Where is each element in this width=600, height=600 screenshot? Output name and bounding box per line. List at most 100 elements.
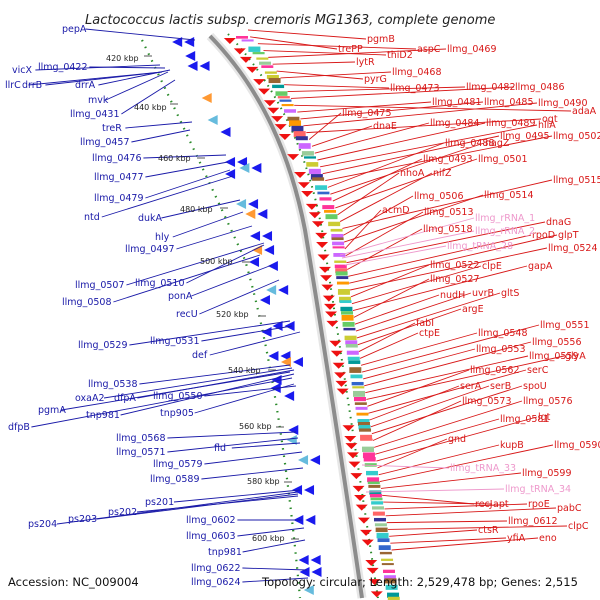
position-tick-label: 560 kbp (239, 422, 272, 431)
cog-category-block (341, 314, 354, 321)
reverse-gene-arrow (233, 48, 246, 55)
reverse-leader-line (303, 102, 538, 127)
forward-gene-arrow (249, 257, 260, 267)
forward-gene-arrow (310, 455, 321, 465)
reverse-leader-line (368, 369, 527, 414)
forward-gene-label: mvk (88, 95, 109, 106)
forward-leader-line (96, 493, 299, 520)
reverse-gene-arrow (352, 485, 365, 492)
cog-category-block (371, 501, 384, 505)
reverse-gene-label: llmg_0548 (478, 328, 528, 339)
forward-gene-arrow (245, 209, 256, 219)
reverse-gene-label: llmg_0556 (532, 337, 582, 348)
forward-gene-label: llmg_0571 (116, 447, 166, 458)
forward-gene-arrow (272, 321, 283, 331)
forward-gene-arrow (310, 555, 321, 565)
reverse-gene-arrow (311, 221, 324, 228)
cog-category-block (308, 168, 321, 174)
cog-category-block (384, 578, 397, 584)
reverse-leader-line (257, 43, 417, 50)
cog-category-block (363, 457, 376, 462)
reverse-gene-arrow (223, 38, 236, 44)
forward-gene-label: pgmA (38, 405, 66, 416)
forward-gene-arrow (250, 231, 261, 241)
reverse-gene-label: ctpE (419, 328, 440, 339)
reverse-gene-arrow (317, 254, 330, 261)
reverse-gene-label: nagZ (485, 138, 510, 149)
reverse-gene-arrow (325, 311, 338, 318)
forward-gene-arrow (225, 169, 236, 179)
cog-category-block (241, 39, 254, 42)
forward-gene-label: llmg_0422 (38, 62, 88, 73)
reverse-leader-line (353, 278, 430, 318)
cog-category-block (289, 120, 302, 126)
forward-gene-arrow (199, 61, 210, 71)
position-tick-label: 580 kbp (247, 477, 280, 486)
reverse-gene-arrow (336, 388, 349, 395)
forward-gene-arrow (267, 261, 278, 271)
forward-leader-line (98, 69, 171, 86)
reverse-gene-label: gnd (448, 434, 466, 445)
forward-gene-arrow (304, 485, 315, 495)
reverse-leader-line (342, 179, 553, 229)
position-tick-label: 500 kbp (200, 257, 233, 266)
reverse-gene-arrow (350, 473, 363, 480)
reverse-gene-arrow (319, 266, 332, 273)
cog-category-block (367, 477, 380, 483)
forward-gene-arrow (288, 425, 299, 435)
cog-category-block (332, 241, 345, 246)
forward-gene-arrow (259, 295, 270, 305)
reverse-gene-label: gltS (501, 288, 519, 299)
forward-leader-line (167, 431, 297, 439)
reverse-leader-line (348, 234, 532, 277)
cog-category-block (264, 71, 277, 74)
reverse-leader-line (351, 265, 482, 305)
forward-gene-arrow (278, 285, 289, 295)
cog-category-block (372, 511, 385, 516)
reverse-gene-label: recJ (475, 499, 493, 510)
forward-leader-line (172, 211, 244, 238)
cog-category-block (362, 452, 375, 459)
forward-gene-label: llmg_0479 (94, 193, 144, 204)
forward-gene-arrow (292, 357, 303, 367)
reverse-gene-label: glpT (558, 230, 579, 241)
cog-category-block (322, 205, 335, 210)
forward-gene-label: llmg_0510 (135, 278, 185, 289)
cog-category-block (350, 374, 363, 379)
forward-gene-label: llmg_0579 (153, 459, 203, 470)
rna-leader-line (339, 217, 475, 256)
forward-leader-line (237, 527, 305, 537)
reverse-gene-label: llmg_0518 (423, 224, 473, 235)
reverse-gene-label: nudH (440, 290, 465, 301)
reverse-gene-label: dnaE (373, 121, 397, 132)
reverse-leader-line (306, 118, 542, 134)
reverse-gene-label: llmg_0486 (515, 82, 565, 93)
reverse-gene-label: nhoA (400, 168, 425, 179)
reverse-leader-line (343, 194, 484, 243)
reverse-gene-label: llmg_0473 (390, 83, 440, 94)
cog-category-block (375, 527, 388, 533)
reverse-gene-arrow (316, 241, 329, 248)
forward-leader-line (242, 539, 306, 553)
forward-gene-label: llmg_0531 (150, 336, 200, 347)
reverse-leader-line (380, 472, 522, 489)
reverse-gene-label: pgmB (367, 34, 395, 45)
forward-gene-arrow (261, 327, 272, 337)
forward-leader-line (105, 71, 169, 101)
cog-category-block (357, 419, 370, 423)
cog-category-block (373, 517, 386, 522)
forward-gene-label: tnp905 (160, 408, 194, 419)
reverse-leader-line (385, 507, 557, 517)
position-ticks: 420 kbp 440 kbp 460 kbp 480 kbp 500 kbp 520 k… (106, 54, 299, 543)
reverse-gene-label: rpoD (532, 230, 555, 241)
reverse-gene-arrow (330, 350, 343, 357)
forward-leader-line (209, 331, 301, 356)
cog-category-block (377, 538, 390, 543)
reverse-leader-line (350, 264, 430, 298)
cog-category-block (306, 162, 319, 167)
reverse-gene-label: clpE (482, 261, 502, 272)
cog-category-block (374, 523, 387, 527)
reverse-leader-line (366, 355, 565, 400)
reverse-gene-label: llmg_0553 (476, 344, 526, 355)
position-tick-label: 480 kbp (180, 205, 213, 214)
